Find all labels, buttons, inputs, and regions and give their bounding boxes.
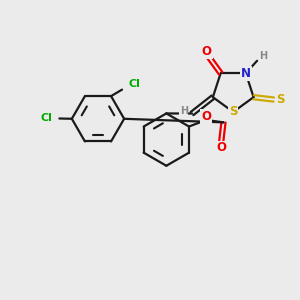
Text: O: O xyxy=(201,110,211,123)
Text: N: N xyxy=(241,67,251,80)
Text: O: O xyxy=(202,45,212,58)
Text: O: O xyxy=(216,141,226,154)
Text: Cl: Cl xyxy=(128,79,140,89)
Text: H: H xyxy=(180,106,188,116)
Text: S: S xyxy=(276,93,285,106)
Text: H: H xyxy=(260,51,268,61)
Text: Cl: Cl xyxy=(41,112,53,123)
Text: S: S xyxy=(229,106,238,118)
